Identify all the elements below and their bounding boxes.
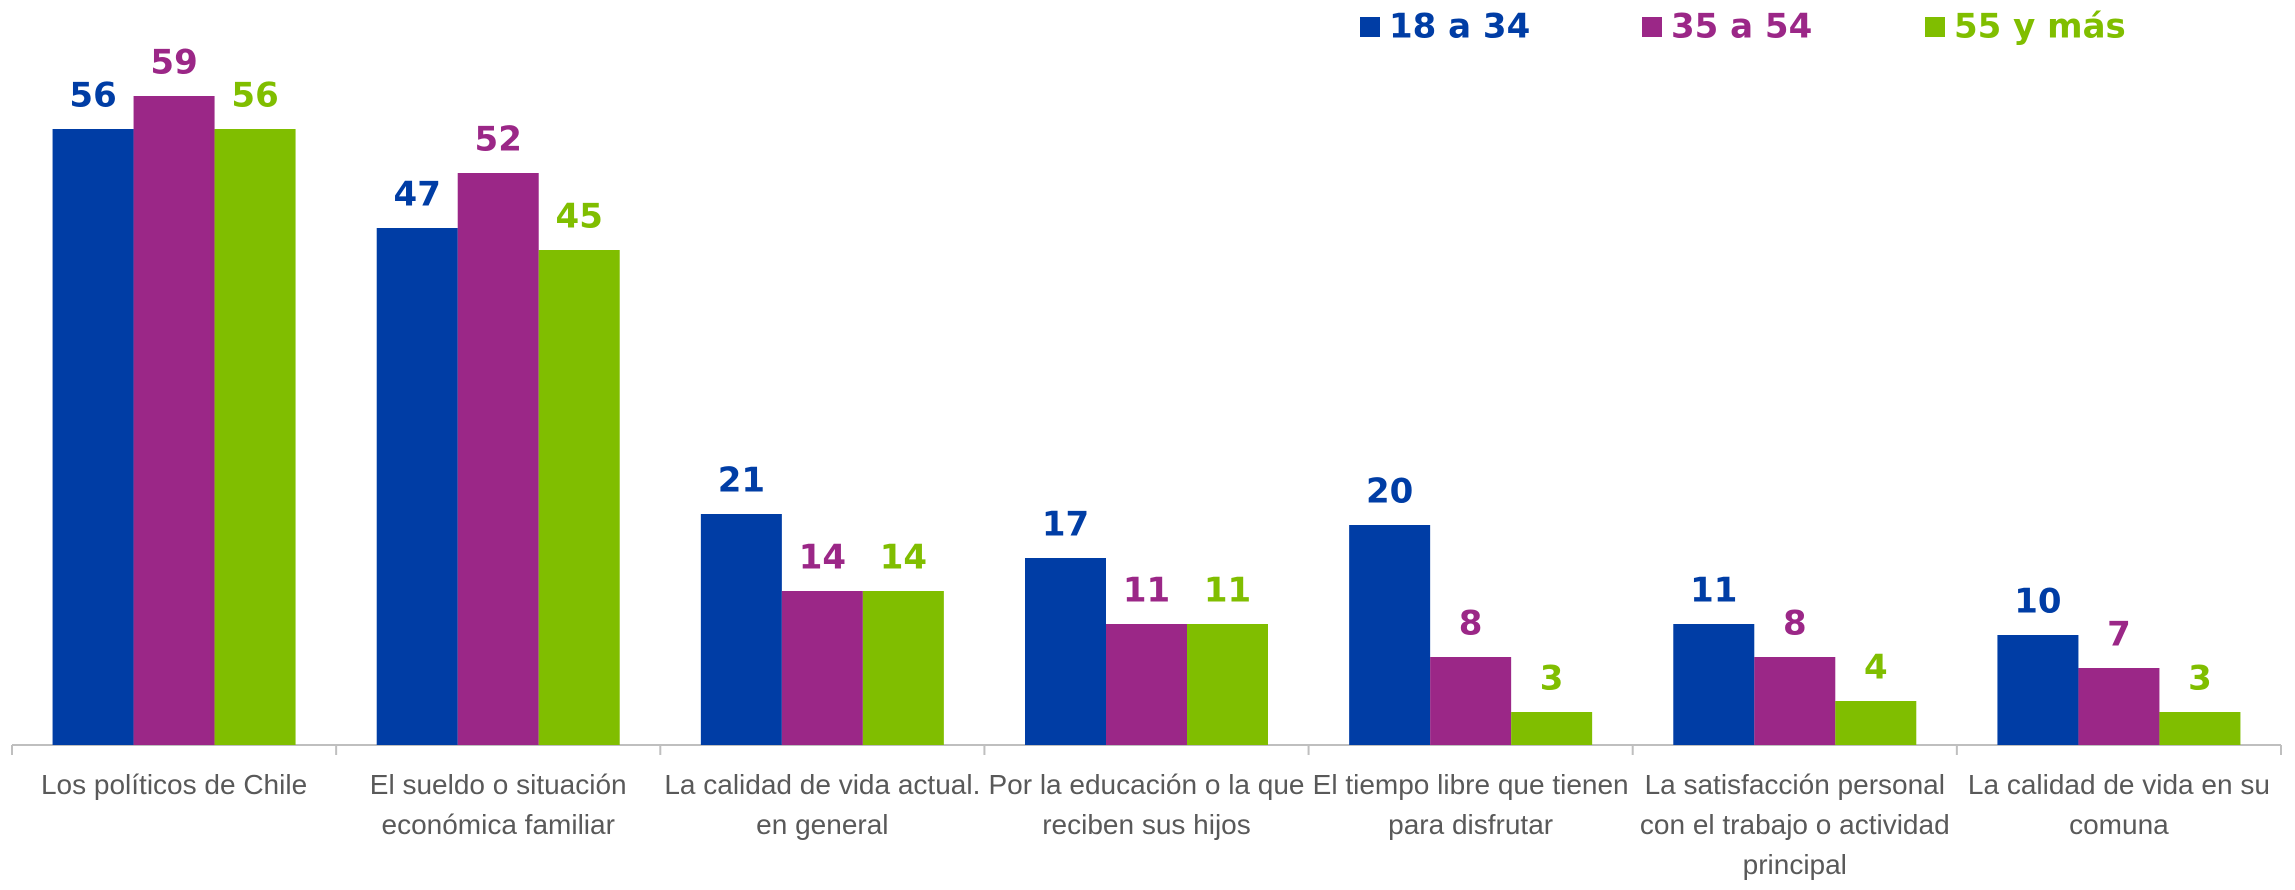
bar: [133, 96, 215, 745]
x-tick-label-box: La satisfacción personal con el trabajo …: [1639, 769, 1950, 880]
legend-swatch: [1925, 17, 1945, 37]
legend-swatch: [1360, 17, 1380, 37]
bar: [2078, 668, 2160, 745]
x-tick-label-box: El sueldo o situación económica familiar: [369, 769, 627, 840]
legend-label: 35 a 54: [1671, 7, 1812, 47]
bar: [1430, 657, 1512, 745]
data-label: 10: [2014, 582, 2061, 622]
x-tick-label-box: El tiempo libre que tienen para disfruta…: [1312, 769, 1629, 840]
bar: [1106, 624, 1187, 745]
data-label: 3: [2188, 659, 2212, 699]
data-label: 11: [1204, 571, 1251, 611]
data-label: 56: [231, 76, 278, 116]
data-label: 56: [69, 76, 116, 116]
bar: [700, 514, 782, 745]
bar: [1835, 701, 1917, 745]
bar: [457, 173, 539, 745]
data-label: 14: [880, 538, 927, 578]
x-tick-label: La calidad de vida actual. en general: [664, 769, 981, 840]
data-label: 59: [150, 43, 197, 83]
bar: [781, 591, 863, 745]
data-label: 47: [394, 175, 441, 215]
legend-label: 18 a 34: [1389, 7, 1530, 47]
x-tick-label: El sueldo o situación económica familiar: [369, 769, 627, 840]
bar: [376, 228, 458, 745]
x-tick-label-box: La calidad de vida en su comuna: [1967, 769, 2270, 840]
data-label: 21: [718, 461, 765, 501]
bar: [2159, 712, 2241, 745]
data-label: 7: [2107, 615, 2131, 655]
bar: [1349, 525, 1431, 745]
data-label: 8: [1783, 604, 1807, 644]
bar: [1187, 624, 1268, 745]
x-tick-label: Los políticos de Chile: [40, 769, 308, 800]
x-tick-label: El tiempo libre que tienen para disfruta…: [1312, 769, 1629, 840]
bar: [862, 591, 944, 745]
data-label: 4: [1864, 648, 1888, 688]
data-label: 20: [1366, 472, 1413, 512]
x-tick-label: La satisfacción personal con el trabajo …: [1639, 769, 1950, 880]
data-label: 11: [1123, 571, 1170, 611]
legend-swatch: [1642, 17, 1662, 37]
bar: [1025, 558, 1106, 745]
bar: [1673, 624, 1755, 745]
bar: [214, 129, 296, 745]
bar: [538, 250, 620, 745]
x-tick-label-box: La calidad de vida actual. en general: [664, 769, 981, 840]
bar: [1511, 712, 1593, 745]
x-tick-label-box: Por la educación o la que reciben sus hi…: [988, 769, 1305, 840]
data-label: 11: [1690, 571, 1737, 611]
data-label: 3: [1540, 659, 1564, 699]
x-tick-label: Por la educación o la que reciben sus hi…: [988, 769, 1305, 840]
x-tick-label: La calidad de vida en su comuna: [1967, 769, 2270, 840]
bar: [1754, 657, 1836, 745]
bar: [52, 129, 134, 745]
x-tick-label-box: Los políticos de Chile: [40, 769, 308, 800]
data-label: 45: [556, 197, 603, 237]
data-label: 52: [475, 120, 522, 160]
legend-label: 55 y más: [1954, 7, 2126, 47]
data-label: 17: [1042, 505, 1089, 545]
bar: [1997, 635, 2079, 745]
data-label: 8: [1459, 604, 1483, 644]
data-label: 14: [799, 538, 846, 578]
